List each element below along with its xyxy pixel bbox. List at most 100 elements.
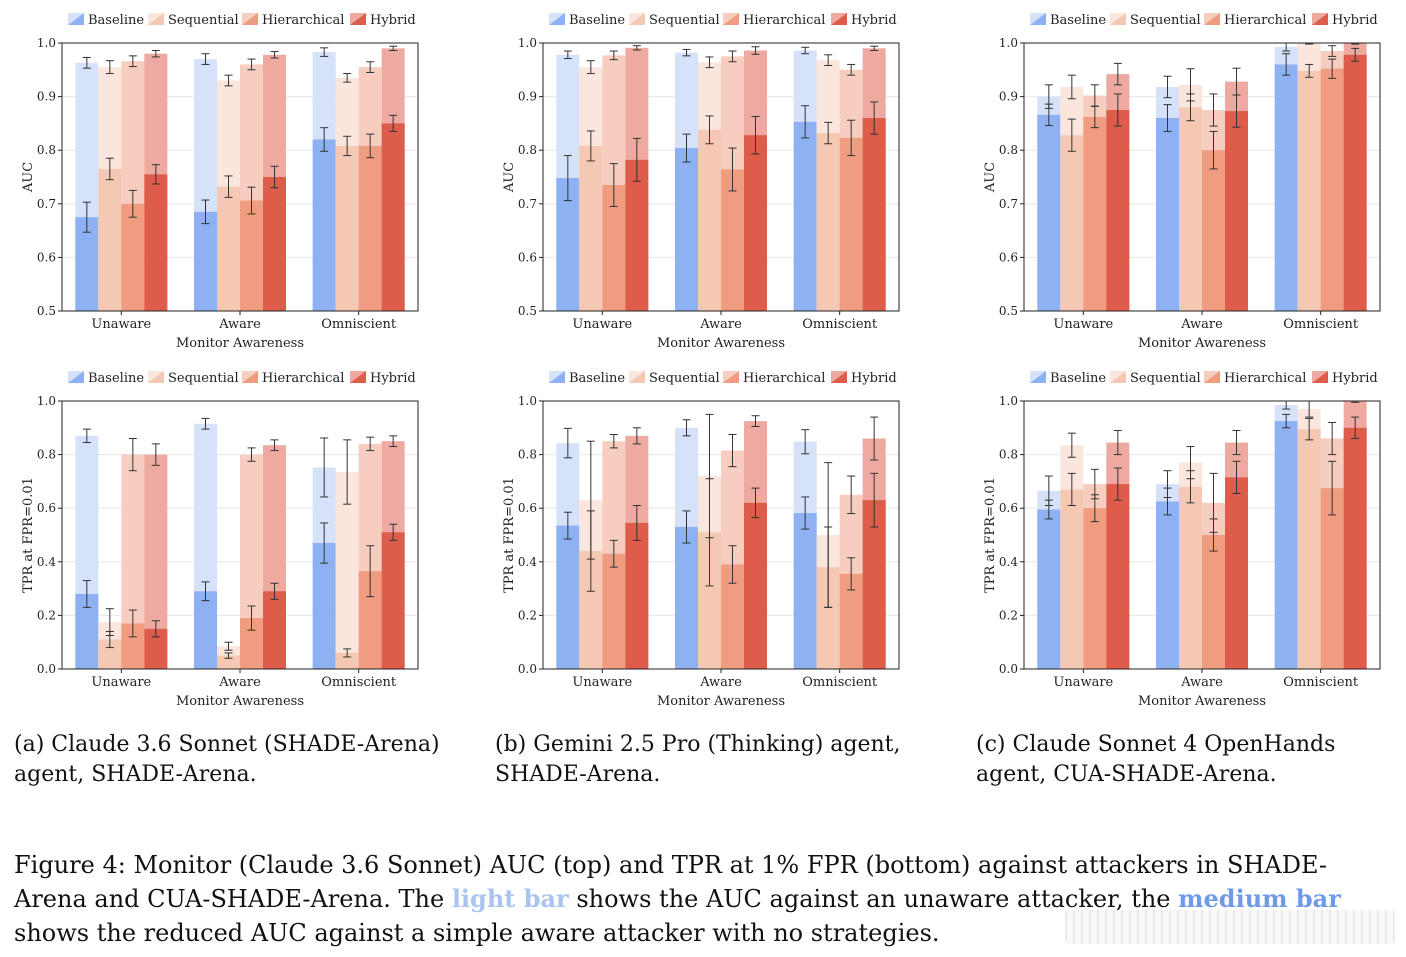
bar-solid-baseline <box>675 526 698 669</box>
legend-label: Hybrid <box>851 13 897 28</box>
x-tick-label: Unaware <box>1053 317 1113 332</box>
bar-solid-sequential <box>1179 486 1202 669</box>
legend-label: Sequential <box>649 371 720 386</box>
chart-b-tpr: 0.0 0.2 0.4 0.6 0.8 1.0 Unaware Aware Omniscient… <box>502 371 900 709</box>
error-bar <box>201 199 210 225</box>
bar-solid-hierarchical <box>839 573 863 669</box>
bar-solid-hybrid <box>625 159 649 311</box>
error-bar <box>1328 58 1337 79</box>
legend-label: Baseline <box>1050 371 1106 386</box>
error-bar <box>728 545 737 584</box>
error-bar <box>1044 499 1053 520</box>
error-bar <box>563 50 572 60</box>
figure-caption: Figure 4: Monitor (Claude 3.6 Sonnet) AU… <box>14 848 1394 950</box>
caption-a: (a) Claude 3.6 Sonnet (SHADE-Arena) agen… <box>14 732 440 787</box>
legend-label: Hybrid <box>370 13 416 28</box>
error-bar <box>128 55 137 68</box>
error-bar <box>1351 416 1360 440</box>
bar-solid-hierarchical <box>240 618 263 669</box>
y-tick-label: 1.0 <box>518 36 537 50</box>
legend-label: Baseline <box>569 13 625 28</box>
chart-a-tpr: 0.0 0.2 0.4 0.6 0.8 1.0 Unaware Aware Omniscient… <box>21 371 419 709</box>
legend-label: Baseline <box>1050 13 1106 28</box>
bar-solid-hybrid <box>381 123 405 312</box>
y-tick-label: 0.8 <box>518 143 537 157</box>
y-tick-label: 1.0 <box>999 36 1018 50</box>
bar-solid-hybrid <box>1343 54 1367 312</box>
legend-label: Baseline <box>569 371 625 386</box>
legend-swatch-solid <box>1110 371 1126 383</box>
error-bar <box>632 427 641 445</box>
error-bar <box>847 63 856 76</box>
error-bar <box>847 475 856 515</box>
chart-c-tpr: 0.0 0.2 0.4 0.6 0.8 1.0 Unaware Aware Omniscient… <box>983 371 1381 709</box>
legend-swatch-solid <box>1110 13 1126 25</box>
bar-solid-hybrid <box>1106 110 1130 311</box>
bar-solid-hierarchical <box>721 564 744 669</box>
legend-swatch-solid <box>1204 371 1220 383</box>
legend-swatch-solid <box>242 371 258 383</box>
y-tick-label: 0.6 <box>999 250 1018 264</box>
figure-caption-part2: shows the AUC against an unaware attacke… <box>568 885 1179 913</box>
error-bar <box>632 505 641 541</box>
error-bar <box>705 115 714 145</box>
error-bar <box>82 56 91 69</box>
legend-swatch-solid <box>1030 371 1046 383</box>
error-bar <box>224 652 233 659</box>
error-bar <box>1209 93 1218 127</box>
error-bar <box>1186 470 1195 504</box>
error-bar <box>105 630 114 649</box>
bar-solid-baseline <box>1156 501 1179 669</box>
error-bar <box>151 620 160 638</box>
bar-solid-hierarchical <box>1083 116 1107 311</box>
legend-swatch-solid <box>629 371 645 383</box>
legend-swatch-solid <box>68 13 84 25</box>
x-tick-label: Omniscient <box>802 675 878 690</box>
legend-label: Baseline <box>88 13 144 28</box>
error-bar <box>343 135 352 157</box>
error-bar <box>847 557 856 591</box>
bar-solid-hybrid <box>625 522 649 669</box>
legend-swatch-solid <box>1312 13 1328 25</box>
y-tick-label: 0.6 <box>518 501 537 515</box>
error-bar <box>224 641 233 651</box>
bar-solid-hierarchical <box>602 553 626 669</box>
error-bar <box>751 46 760 55</box>
error-bar <box>1067 472 1076 507</box>
error-bar <box>1090 105 1099 129</box>
bar-solid-sequential <box>579 551 603 669</box>
legend-swatch-solid <box>831 13 847 25</box>
bar-solid-hybrid <box>1343 427 1367 669</box>
y-tick-label: 0.7 <box>999 197 1018 211</box>
error-bar <box>563 427 572 459</box>
legend-swatch-solid <box>549 13 565 25</box>
error-bar <box>201 53 210 65</box>
error-bar <box>586 60 595 75</box>
bar-solid-baseline <box>793 513 817 669</box>
watermark <box>1065 910 1395 944</box>
error-bar <box>870 416 879 461</box>
bar-solid-sequential <box>698 532 721 669</box>
error-bar <box>389 523 398 541</box>
error-bar <box>389 45 398 52</box>
caption-b: (b) Gemini 2.5 Pro (Thinking) agent, SHA… <box>495 732 901 787</box>
error-bar <box>1232 94 1241 128</box>
caption-c: (c) Claude Sonnet 4 OpenHands agent, CUA… <box>976 732 1336 787</box>
x-axis-label: Monitor Awareness <box>1138 694 1266 709</box>
y-axis-label: TPR at FPR=0.01 <box>983 477 998 593</box>
y-tick-label: 0.6 <box>37 501 56 515</box>
bar-solid-sequential <box>698 129 721 311</box>
error-bar <box>1067 432 1076 458</box>
error-bar <box>870 472 879 528</box>
y-tick-label: 0.2 <box>999 608 1018 622</box>
error-bar <box>801 46 810 55</box>
error-bar <box>870 45 879 52</box>
bar-solid-hierarchical <box>839 137 863 311</box>
legend-swatch-solid <box>723 371 739 383</box>
bar-solid-hierarchical <box>1320 68 1344 311</box>
x-tick-label: Unaware <box>1053 675 1113 690</box>
error-bar <box>366 61 375 73</box>
y-tick-label: 0.2 <box>518 608 537 622</box>
bar-solid-sequential <box>335 145 359 311</box>
x-axis-label: Monitor Awareness <box>657 694 785 709</box>
